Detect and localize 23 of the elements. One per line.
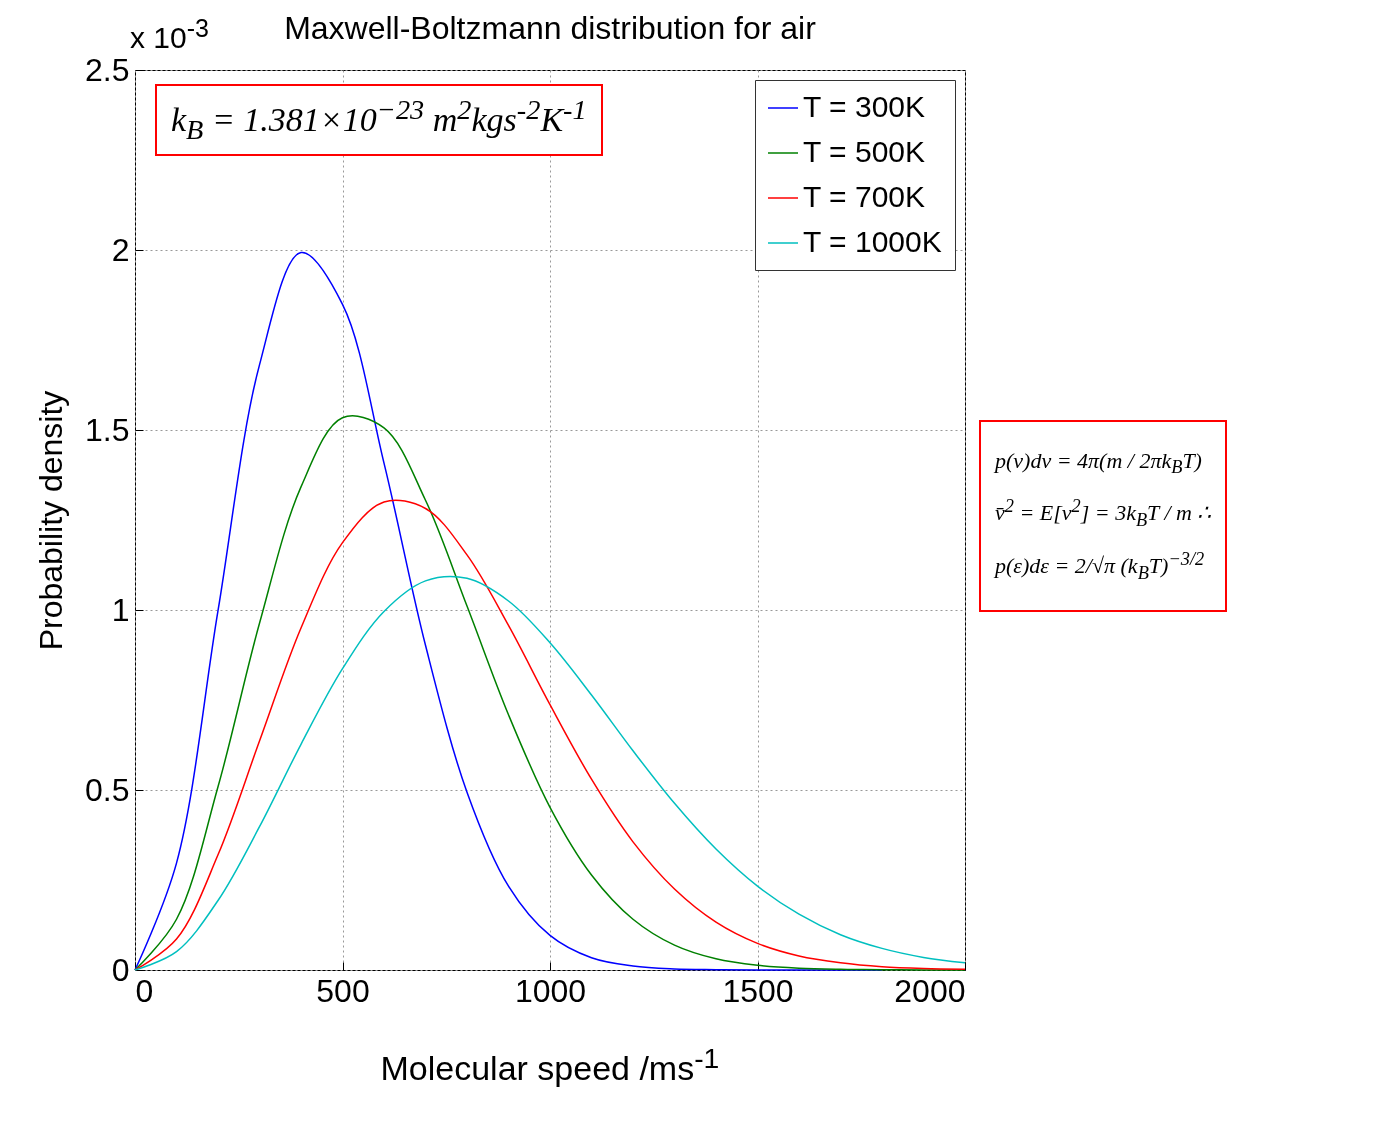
text: x 10$^{-3}$	[130, 14, 209, 55]
text: p(ε)dε = 2/√π (k$_{B}$T)$^{−3/2}$	[995, 549, 1206, 584]
chart-title: Maxwell-Boltzmann distribution for air	[284, 10, 817, 46]
legend-label: T = 1000K	[803, 225, 942, 258]
legend-label: T = 300K	[803, 90, 926, 123]
text: v̄$^{2}$ = E[v$^{2}$] = 3k$_{B}$T / m ∴	[995, 496, 1212, 532]
y-tick-label: 1.5	[85, 411, 130, 448]
y-tick-label: 2	[111, 231, 130, 268]
x-tick-label: 1500	[722, 972, 794, 1009]
x-axis-title: Molecular speed /ms$^{-1}$	[380, 1042, 720, 1089]
y-axis-title: Probability density	[33, 390, 70, 651]
x-tick-label: 1000	[514, 972, 587, 1009]
x-tick-label: 2000	[894, 972, 966, 1009]
legend-label: T = 500K	[803, 135, 926, 168]
line-series	[134, 251, 883, 971]
legend-label: T = 700K	[803, 180, 926, 213]
y-tick-label: 1	[111, 591, 130, 628]
x-tick-label: 500	[316, 972, 370, 1009]
text: k$_{B}$ = 1.381×10$^{−23}$ m$^{2}$kgs$^{-2}$K$^{-1}$	[171, 94, 587, 146]
text: p(v)dv = 4π(m / 2πk$_{B}$T)	[995, 448, 1203, 479]
x-tick-label: 0	[135, 972, 154, 1009]
y-tick-label: 2.5	[85, 51, 130, 88]
y-tick-label: 0.5	[85, 771, 130, 808]
